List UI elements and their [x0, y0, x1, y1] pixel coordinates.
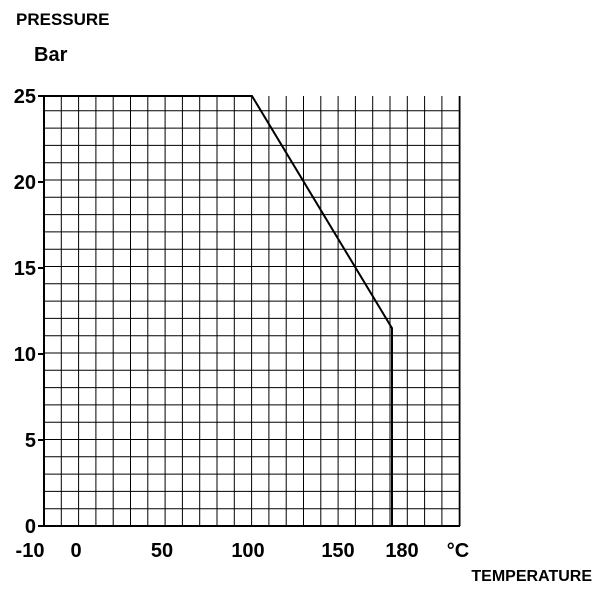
grid [43, 96, 461, 527]
x-tick-label: 150 [321, 540, 354, 562]
y-axis-unit: Bar [34, 44, 68, 66]
x-axis-unit: °C [447, 540, 469, 562]
x-axis-title: TEMPERATURE [471, 568, 592, 585]
x-tick-label: 180 [385, 540, 418, 562]
x-tick-label: -10 [16, 540, 45, 562]
series [44, 95, 393, 526]
y-tick-label: 20 [14, 172, 36, 194]
y-axis-title: PRESSURE [16, 10, 110, 29]
series-line [44, 95, 393, 526]
x-tick-label: 0 [70, 540, 81, 562]
y-tick-label: 0 [25, 516, 36, 538]
y-tick-label: 5 [25, 430, 36, 452]
y-tick-label: 25 [14, 86, 36, 108]
y-tick-label: 15 [14, 258, 36, 280]
y-tick-label: 10 [14, 344, 36, 366]
x-tick-label: 50 [151, 540, 173, 562]
x-tick-label: 100 [231, 540, 264, 562]
